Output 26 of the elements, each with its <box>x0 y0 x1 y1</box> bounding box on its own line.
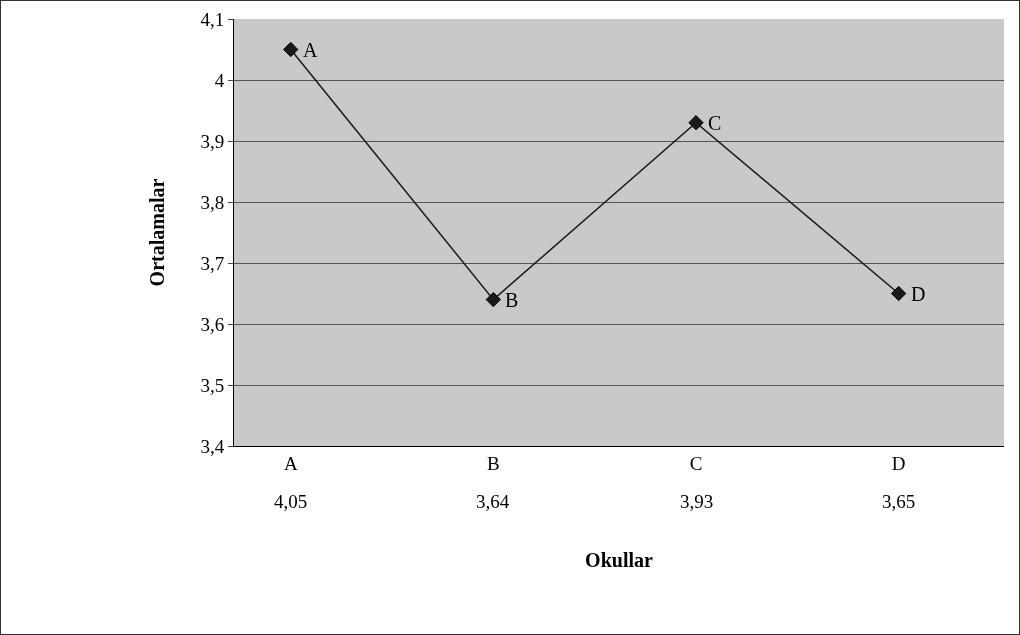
y-tick-label: 3,5 <box>200 374 225 396</box>
y-tick-label: 3,6 <box>200 313 225 335</box>
y-tick-label: 3,8 <box>200 191 225 213</box>
x-axis-title: Okullar <box>585 549 654 572</box>
text: 3,93 <box>680 491 714 512</box>
y-tick-label: 3,9 <box>200 130 225 152</box>
point <box>688 115 704 131</box>
x-tick-label: D <box>891 452 906 474</box>
y-axis-title: Ortalamalar <box>145 178 168 287</box>
point <box>283 41 299 58</box>
annotation: D <box>911 283 926 305</box>
x-tick-label: C <box>689 452 703 474</box>
point <box>890 285 907 302</box>
x-tick-label: B <box>487 452 500 474</box>
annotation: C <box>708 112 722 134</box>
annotation: B <box>505 289 519 311</box>
annotation: A <box>303 39 318 61</box>
y-tick-label: 3,4 <box>200 435 225 457</box>
text: 3,64 <box>476 491 510 512</box>
y-tick-label: 4,1 <box>200 8 225 30</box>
y-tick-label: 3,7 <box>200 252 225 274</box>
text: 3,65 <box>882 491 916 512</box>
x-tick-label: A <box>283 452 298 474</box>
text: 4,05 <box>274 491 308 512</box>
point <box>485 291 502 308</box>
y-tick-label: 4 <box>214 69 225 91</box>
